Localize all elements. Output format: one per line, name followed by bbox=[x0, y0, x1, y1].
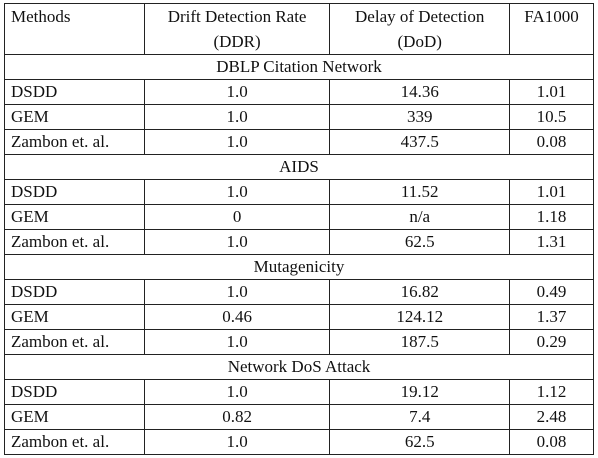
cell-method: GEM bbox=[4, 404, 145, 430]
header-row: Methods Drift Detection Rate (DDR) Delay … bbox=[4, 3, 594, 55]
cell-dod: 187.5 bbox=[329, 329, 511, 355]
cell-fa1000: 0.08 bbox=[509, 129, 594, 155]
table-row: DSDD 1.0 19.12 1.12 bbox=[4, 379, 594, 405]
table-row: Zambon et. al. 1.0 62.5 0.08 bbox=[4, 429, 594, 455]
cell-fa1000: 1.12 bbox=[509, 379, 594, 405]
section-header-row: AIDS bbox=[4, 154, 594, 180]
cell-fa1000: 2.48 bbox=[509, 404, 594, 430]
section-header-row: DBLP Citation Network bbox=[4, 54, 594, 80]
table-header: Methods Drift Detection Rate (DDR) Delay … bbox=[4, 3, 594, 55]
cell-fa1000: 1.31 bbox=[509, 229, 594, 255]
table-row: Zambon et. al. 1.0 437.5 0.08 bbox=[4, 129, 594, 155]
table-row: DSDD 1.0 14.36 1.01 bbox=[4, 79, 594, 105]
section-title: Network DoS Attack bbox=[4, 354, 594, 380]
cell-dod: 16.82 bbox=[329, 279, 511, 305]
cell-method: GEM bbox=[4, 204, 145, 230]
cell-fa1000: 0.29 bbox=[509, 329, 594, 355]
cell-method: Zambon et. al. bbox=[4, 329, 145, 355]
cell-fa1000: 1.01 bbox=[509, 179, 594, 205]
cell-ddr: 1.0 bbox=[143, 104, 331, 130]
cell-fa1000: 0.08 bbox=[509, 429, 594, 455]
cell-fa1000: 1.37 bbox=[509, 304, 594, 330]
header-dod: Delay of Detection (DoD) bbox=[329, 3, 511, 55]
cell-dod: 124.12 bbox=[329, 304, 511, 330]
section-header-row: Network DoS Attack bbox=[4, 354, 594, 380]
header-fa1000: FA1000 bbox=[509, 3, 594, 55]
cell-dod: 7.4 bbox=[329, 404, 511, 430]
cell-method: DSDD bbox=[4, 279, 145, 305]
cell-method: Zambon et. al. bbox=[4, 229, 145, 255]
section-header-row: Mutagenicity bbox=[4, 254, 594, 280]
section-title: DBLP Citation Network bbox=[4, 54, 594, 80]
cell-dod: 437.5 bbox=[329, 129, 511, 155]
cell-ddr: 1.0 bbox=[143, 429, 331, 455]
cell-ddr: 1.0 bbox=[143, 329, 331, 355]
cell-method: Zambon et. al. bbox=[4, 129, 145, 155]
cell-method: DSDD bbox=[4, 379, 145, 405]
cell-method: GEM bbox=[4, 104, 145, 130]
header-ddr: Drift Detection Rate (DDR) bbox=[143, 3, 331, 55]
cell-dod: 339 bbox=[329, 104, 511, 130]
cell-fa1000: 10.5 bbox=[509, 104, 594, 130]
cell-fa1000: 0.49 bbox=[509, 279, 594, 305]
table-body: DBLP Citation Network DSDD 1.0 14.36 1.01 GEM… bbox=[4, 54, 594, 455]
table-row: Zambon et. al. 1.0 62.5 1.31 bbox=[4, 229, 594, 255]
table-row: Zambon et. al. 1.0 187.5 0.29 bbox=[4, 329, 594, 355]
cell-method: Zambon et. al. bbox=[4, 429, 145, 455]
cell-fa1000: 1.01 bbox=[509, 79, 594, 105]
cell-dod: 62.5 bbox=[329, 429, 511, 455]
cell-method: DSDD bbox=[4, 179, 145, 205]
cell-dod: n/a bbox=[329, 204, 511, 230]
cell-dod: 14.36 bbox=[329, 79, 511, 105]
cell-method: GEM bbox=[4, 304, 145, 330]
table-row: DSDD 1.0 11.52 1.01 bbox=[4, 179, 594, 205]
results-table: Methods Drift Detection Rate (DDR) Delay … bbox=[4, 3, 594, 455]
cell-ddr: 0.82 bbox=[143, 404, 331, 430]
section-title: Mutagenicity bbox=[4, 254, 594, 280]
cell-ddr: 1.0 bbox=[143, 379, 331, 405]
table-row: GEM 0 n/a 1.18 bbox=[4, 204, 594, 230]
cell-ddr: 1.0 bbox=[143, 179, 331, 205]
cell-ddr: 1.0 bbox=[143, 79, 331, 105]
table-row: DSDD 1.0 16.82 0.49 bbox=[4, 279, 594, 305]
cell-dod: 62.5 bbox=[329, 229, 511, 255]
header-methods: Methods bbox=[4, 3, 145, 55]
cell-method: DSDD bbox=[4, 79, 145, 105]
cell-ddr: 0.46 bbox=[143, 304, 331, 330]
cell-ddr: 1.0 bbox=[143, 279, 331, 305]
cell-dod: 19.12 bbox=[329, 379, 511, 405]
table-row: GEM 0.46 124.12 1.37 bbox=[4, 304, 594, 330]
cell-ddr: 0 bbox=[143, 204, 331, 230]
cell-fa1000: 1.18 bbox=[509, 204, 594, 230]
cell-dod: 11.52 bbox=[329, 179, 511, 205]
table-row: GEM 0.82 7.4 2.48 bbox=[4, 404, 594, 430]
section-title: AIDS bbox=[4, 154, 594, 180]
table-row: GEM 1.0 339 10.5 bbox=[4, 104, 594, 130]
cell-ddr: 1.0 bbox=[143, 229, 331, 255]
cell-ddr: 1.0 bbox=[143, 129, 331, 155]
